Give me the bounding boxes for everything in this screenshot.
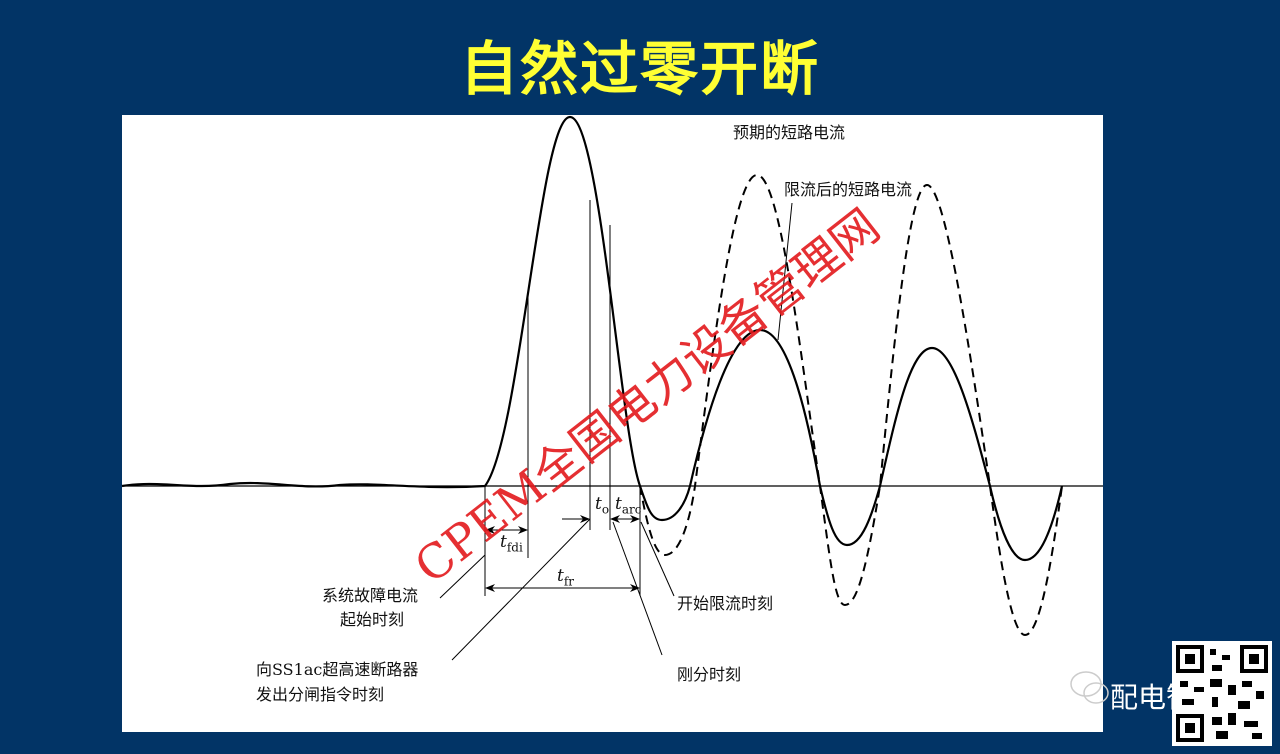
limited-current-curve [121,115,1064,562]
limited-current-label: 限流后的短路电流 [784,180,913,199]
t-fr-symbol: tfr [557,566,575,589]
leader-separation [612,521,663,656]
leader-limit-start [640,521,675,597]
t-fdi-symbol: tfdi [500,532,523,555]
leader-limited-label [777,202,793,341]
wechat-icon [1070,671,1109,704]
limit-start-label: 开始限流时刻 [677,594,774,613]
t-arc-symbol: tarc [615,494,642,517]
command-label-1: 向SS1ac超高速断路器 [256,660,419,679]
qr-code-icon [1176,645,1268,742]
fault-start-label-2: 起始时刻 [340,610,405,629]
diagram-panel [122,115,1103,732]
leader-fault-start [439,554,486,599]
prospective-current-label: 预期的短路电流 [733,123,846,142]
command-label-2: 发出分闸指令时刻 [256,685,385,704]
t-o-symbol: to [595,494,610,517]
fault-start-label-1: 系统故障电流 [322,586,419,605]
slide-title: 自然过零开断 [459,35,820,103]
prospective-current-curve [639,173,1063,637]
leader-command [451,518,591,661]
contact-separation-label: 刚分时刻 [677,665,742,684]
qr-code [1172,641,1272,746]
